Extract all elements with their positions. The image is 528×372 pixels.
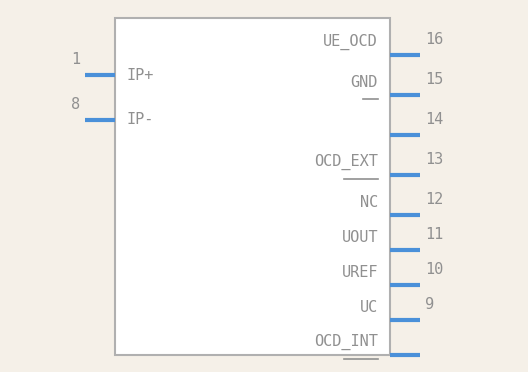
Text: UREF: UREF <box>342 265 378 280</box>
Text: IP-: IP- <box>127 112 154 128</box>
Text: OCD_EXT: OCD_EXT <box>314 154 378 170</box>
Text: UE_OCD: UE_OCD <box>323 34 378 50</box>
Text: OCD_INT: OCD_INT <box>314 334 378 350</box>
Text: 10: 10 <box>425 262 443 277</box>
Text: 16: 16 <box>425 32 443 47</box>
Text: UOUT: UOUT <box>342 230 378 245</box>
Text: 11: 11 <box>425 227 443 242</box>
Text: 13: 13 <box>425 152 443 167</box>
Text: NC: NC <box>360 195 378 210</box>
Text: 1: 1 <box>71 52 80 67</box>
Text: GND: GND <box>351 75 378 90</box>
Text: 9: 9 <box>425 297 434 312</box>
Text: 8: 8 <box>71 97 80 112</box>
Text: IP+: IP+ <box>127 67 154 83</box>
Text: UC: UC <box>360 300 378 315</box>
Text: 15: 15 <box>425 72 443 87</box>
Bar <box>115 18 390 355</box>
Text: 14: 14 <box>425 112 443 127</box>
Text: 12: 12 <box>425 192 443 207</box>
